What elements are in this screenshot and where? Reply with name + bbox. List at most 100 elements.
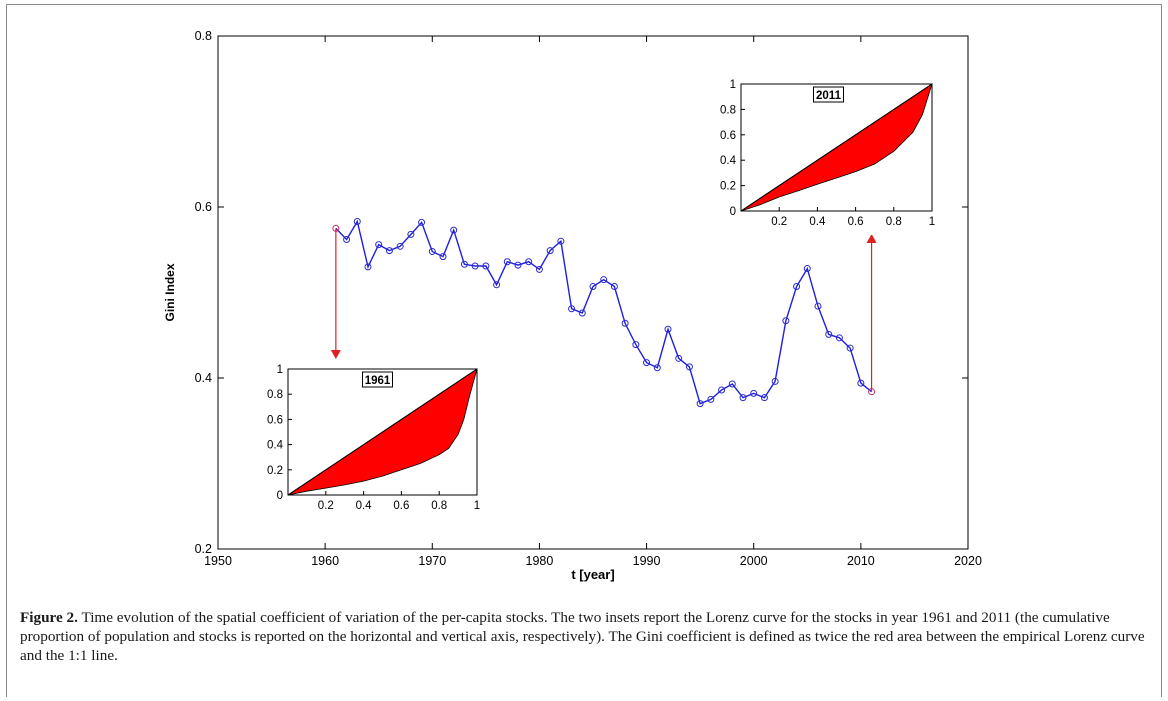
- inset-y-tick-label: 0.6: [267, 414, 283, 426]
- inset-y-tick-label: 0.8: [267, 389, 283, 401]
- data-point: [857, 379, 865, 387]
- inset-y-tick-label: 0.2: [720, 181, 736, 193]
- inset-y-tick-label: 0.4: [267, 440, 284, 452]
- data-point: [685, 363, 693, 371]
- data-point: [546, 247, 554, 255]
- caption-label: Figure 2.: [20, 609, 78, 626]
- data-point: [396, 242, 404, 250]
- data-point: [450, 226, 458, 234]
- inset-x-tick-label: 0.4: [809, 216, 826, 228]
- data-point: [643, 359, 651, 367]
- inset-1961: 0.2 0.4 0.6 0.8 1 0 0.2 0.4 0.6 0.8 1 1961: [258, 361, 485, 519]
- data-point: [771, 377, 779, 385]
- data-point: [482, 262, 490, 270]
- equality-line: [740, 83, 933, 212]
- data-point: [718, 386, 726, 394]
- x-tick-label: 1950: [204, 554, 232, 568]
- x-tick-label: 2020: [954, 554, 982, 568]
- data-point: [460, 260, 468, 268]
- x-tick-label: 2010: [847, 554, 875, 568]
- y-tick-label: 0.8: [195, 29, 212, 43]
- inset-y-tick-label: 0.2: [267, 465, 283, 477]
- inset-x-tick-label: 0.4: [356, 500, 373, 512]
- data-point: [493, 281, 501, 289]
- data-point: [835, 334, 843, 342]
- data-point: [535, 265, 543, 273]
- data-point: [471, 262, 479, 270]
- inset-year-label: 2011: [816, 90, 842, 102]
- x-tick-label: 1990: [633, 554, 661, 568]
- inset-x-tick-label: 0.6: [393, 500, 409, 512]
- inset-x-tick-label: 0.2: [771, 216, 787, 228]
- inset-y-tick-label: 0: [730, 206, 736, 218]
- data-point: [632, 341, 640, 349]
- x-tick-label: 1980: [526, 554, 554, 568]
- inset-year-label: 1961: [365, 375, 391, 387]
- inset-year-box: [813, 86, 844, 103]
- x-tick-label: 1960: [311, 554, 339, 568]
- x-axis-label: t [year]: [571, 567, 614, 582]
- data-point: [728, 380, 736, 388]
- data-point: [525, 258, 533, 266]
- y-axis-label: Gini Index: [163, 263, 177, 321]
- inset-y-tick-label: 0: [277, 490, 283, 502]
- inset-y-tick-label: 1: [730, 79, 736, 91]
- y-tick-label: 0.6: [195, 200, 212, 214]
- inset-y-tick-label: 0.8: [720, 104, 736, 116]
- data-point: [407, 230, 415, 238]
- data-point: [793, 283, 801, 291]
- inset-year-box: [362, 371, 393, 388]
- data-point: [385, 247, 393, 255]
- data-point: [750, 389, 758, 397]
- data-point: [503, 258, 511, 266]
- data-point: [557, 237, 565, 245]
- data-point: [707, 395, 715, 403]
- y-tick-label: 0.4: [195, 371, 212, 385]
- data-point: [760, 394, 768, 402]
- inset-x-tick-label: 0.8: [886, 216, 902, 228]
- figure-caption: Figure 2. Time evolution of the spatial …: [20, 608, 1148, 665]
- data-point: [568, 305, 576, 313]
- main-chart: 1950 1960 1970 1980 1990 2000 2010 20200.20.40.…: [163, 29, 982, 582]
- data-point: [846, 344, 854, 352]
- data-point: [696, 400, 704, 408]
- data-point: [428, 247, 436, 255]
- inset-x-tick-label: 0.2: [318, 500, 334, 512]
- gini-line: [335, 219, 873, 405]
- inset-2011: 0.2 0.4 0.6 0.8 1 0 0.2 0.4 0.6 0.8 1 2011: [711, 76, 940, 235]
- data-point: [375, 241, 383, 249]
- inset-x-tick-label: 0.8: [431, 500, 447, 512]
- main-series: [332, 218, 876, 408]
- caption-text: Time evolution of the spatial coefficien…: [20, 609, 1145, 664]
- data-point: [589, 283, 597, 291]
- data-point: [418, 218, 426, 226]
- data-point: [353, 218, 361, 226]
- equality-line: [287, 368, 478, 496]
- x-tick-label: 1970: [418, 554, 446, 568]
- data-point: [364, 263, 372, 271]
- arrow-2011-head: [866, 234, 877, 243]
- data-point: [610, 283, 618, 291]
- inset-y-tick-label: 1: [277, 364, 283, 376]
- data-point: [814, 302, 822, 310]
- data-point: [739, 394, 747, 402]
- arrows: [330, 228, 877, 392]
- figure-frame: [6, 4, 1162, 697]
- arrow-1961-head: [330, 350, 341, 359]
- data-point: [675, 354, 683, 362]
- data-point: [600, 276, 608, 284]
- data-point: [803, 265, 811, 273]
- data-point: [439, 253, 447, 261]
- y-tick-label: 0.2: [195, 542, 212, 556]
- data-point: [621, 319, 629, 327]
- data-point: [664, 325, 672, 333]
- data-point: [514, 261, 522, 269]
- inset-x-tick-label: 1: [474, 500, 480, 512]
- x-tick-label: 2000: [740, 554, 768, 568]
- inset-x-tick-label: 0.6: [848, 216, 864, 228]
- data-point: [578, 309, 586, 317]
- data-point: [825, 330, 833, 338]
- inset-y-tick-label: 0.6: [720, 130, 736, 142]
- data-point: [343, 235, 351, 243]
- data-point: [782, 317, 790, 325]
